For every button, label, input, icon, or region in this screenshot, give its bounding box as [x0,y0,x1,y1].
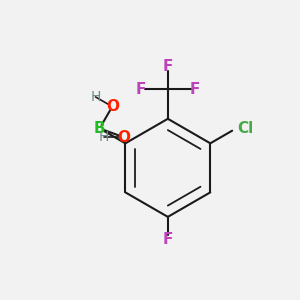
Text: O: O [117,130,130,145]
Text: F: F [189,82,200,97]
Text: F: F [163,232,173,247]
Text: F: F [163,59,173,74]
Text: H: H [90,90,101,104]
Text: F: F [136,82,146,97]
Text: H: H [99,130,109,144]
Text: O: O [106,99,119,114]
Text: B: B [94,121,105,136]
Text: Cl: Cl [238,121,254,136]
